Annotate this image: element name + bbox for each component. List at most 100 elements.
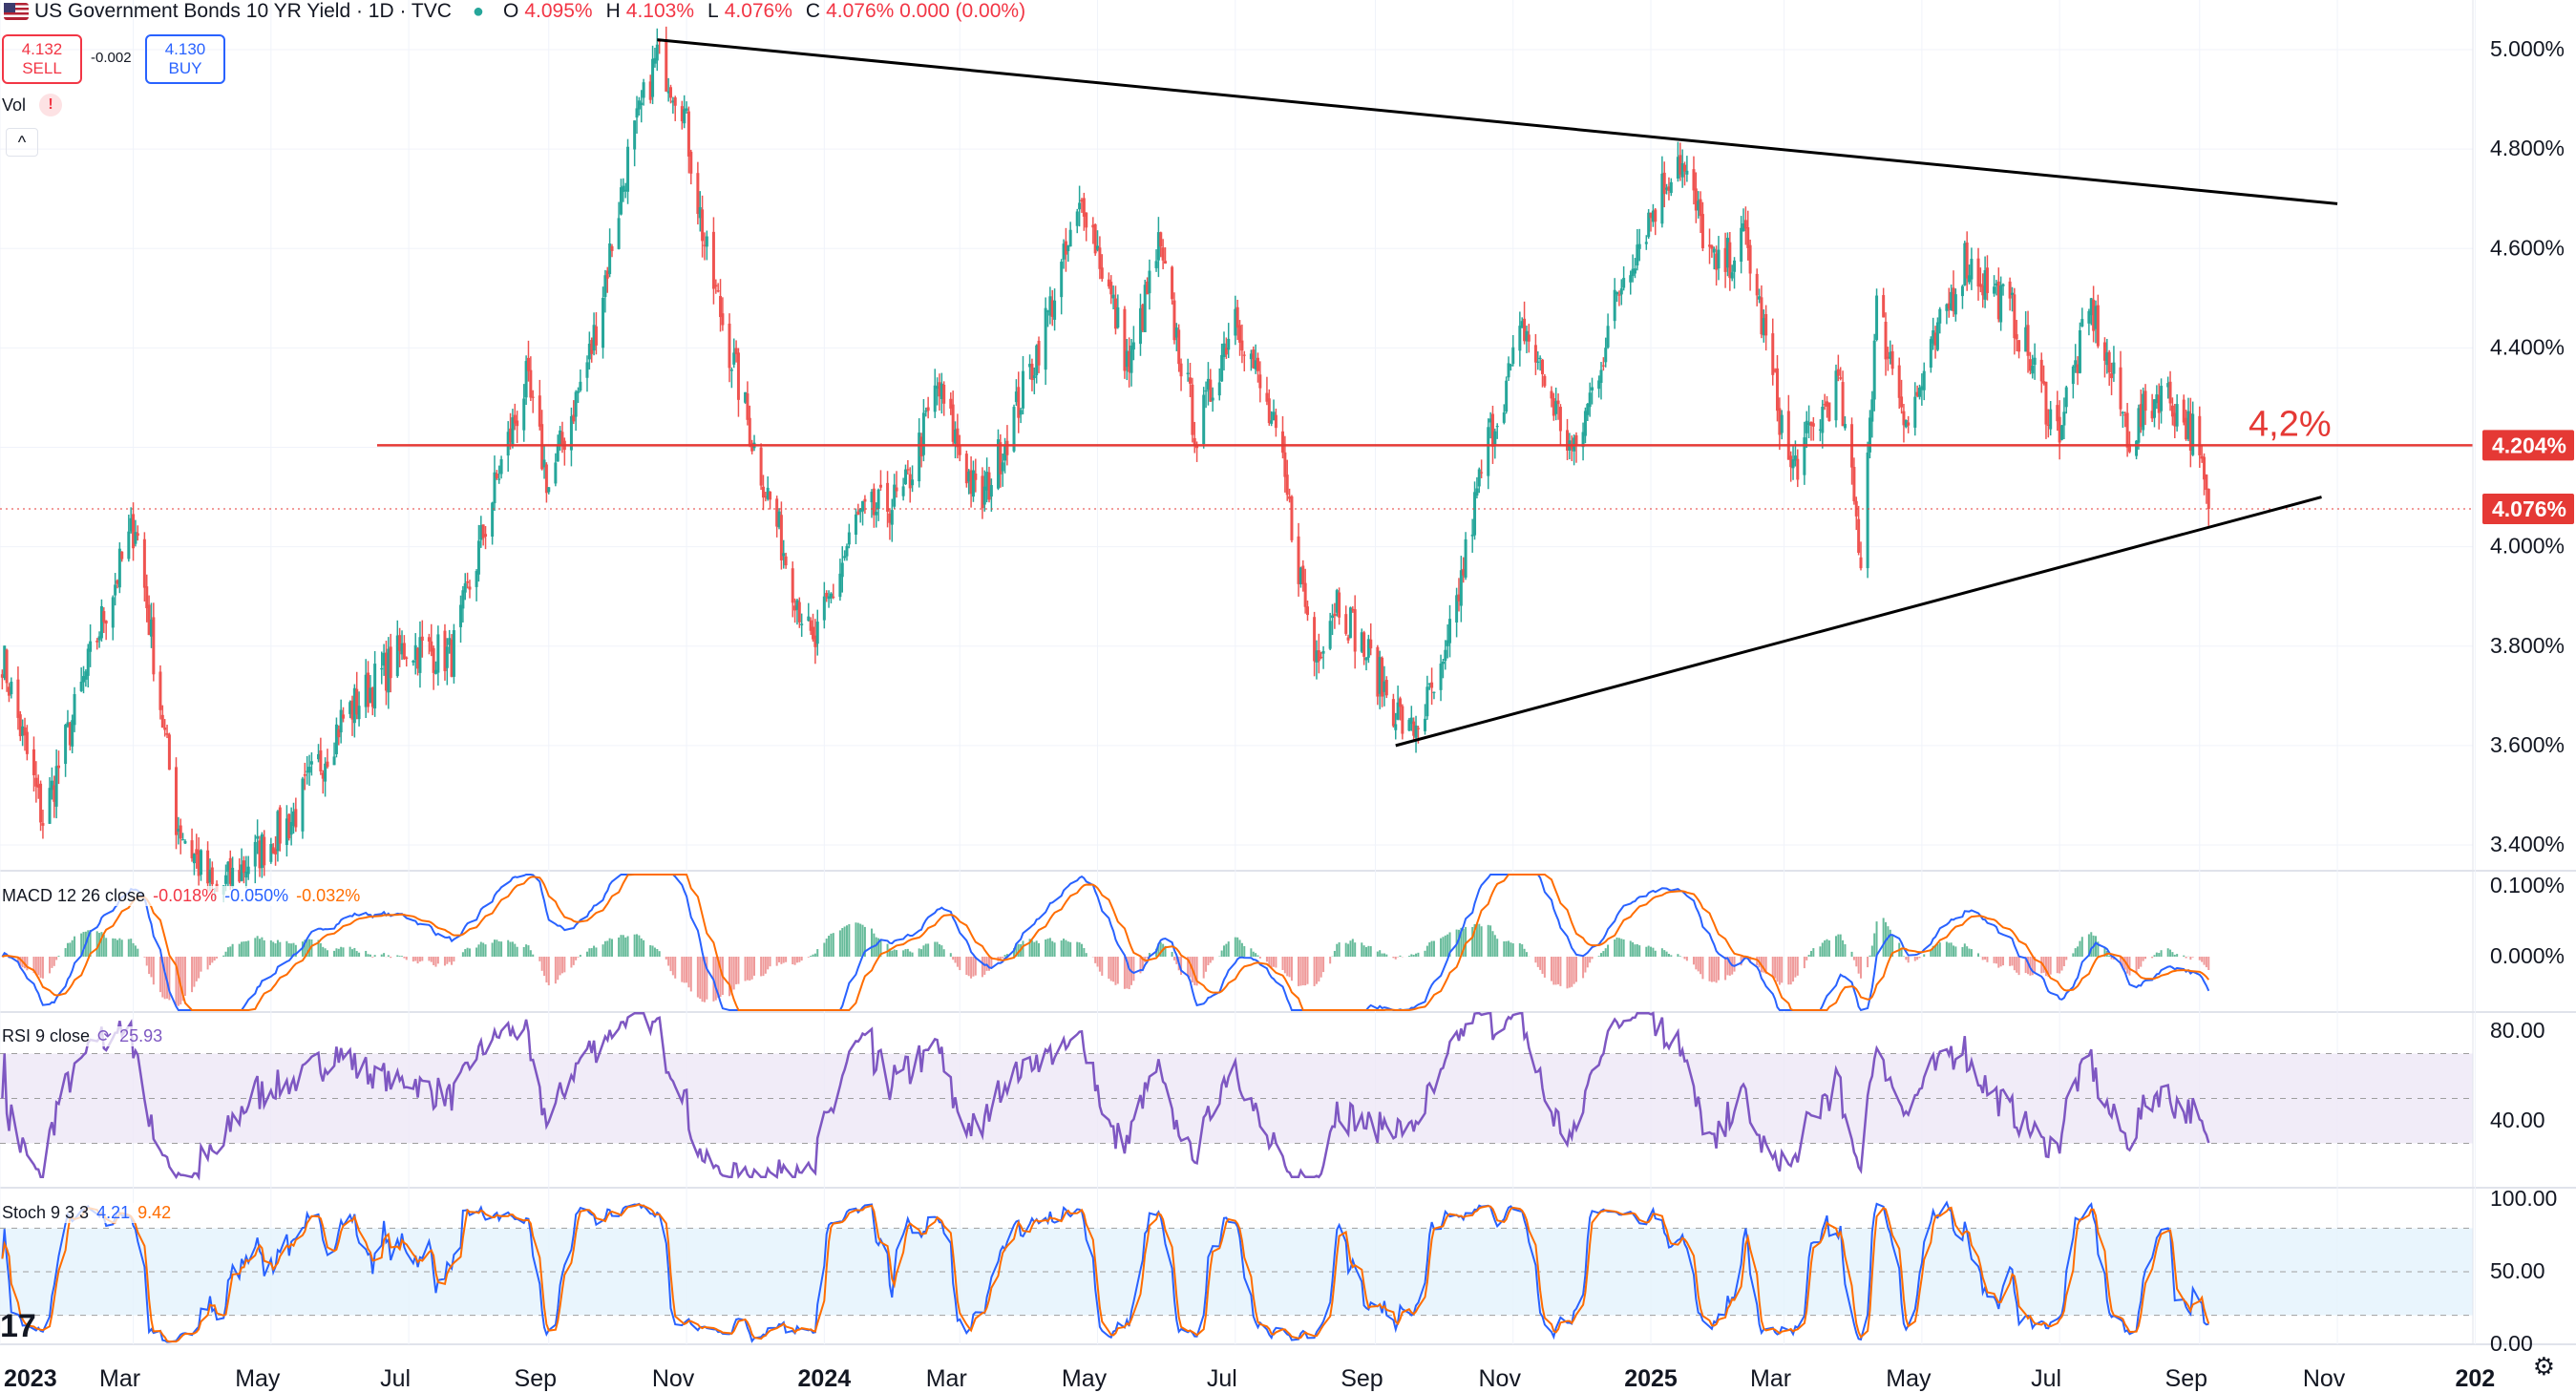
candle-body [531, 396, 535, 398]
time-tick-label: Jul [1207, 1365, 1237, 1392]
candle-body [1487, 427, 1490, 476]
candle-body [1952, 287, 1955, 311]
candle-body [1401, 706, 1404, 734]
candle-body [1932, 330, 1935, 344]
candle-body [1242, 354, 1246, 356]
candle-body [301, 778, 305, 832]
price-tick-label: 5.000% [2490, 36, 2565, 61]
candle-body [436, 634, 440, 673]
candle-body [671, 100, 675, 103]
candle-body [450, 639, 454, 677]
candle-body [1502, 412, 1506, 423]
macd-legend[interactable]: MACD 12 26 close -0.018% -0.050% -0.032% [2, 886, 361, 906]
candle-body [2112, 362, 2116, 374]
time-tick-label: 2023 [4, 1365, 57, 1392]
stoch-legend[interactable]: Stoch 9 3 3 4.21 9.42 [2, 1203, 172, 1223]
candle-body [1604, 348, 1608, 363]
candle-body [542, 459, 546, 468]
candle-body [491, 502, 495, 538]
time-tick-label: 2024 [798, 1365, 852, 1392]
candle-body [484, 534, 488, 537]
candle-body [1834, 370, 1838, 421]
candle-body [655, 44, 659, 61]
candle-body [342, 714, 346, 719]
candle-body [1697, 201, 1700, 211]
macd-line-value: -0.050% [224, 886, 289, 905]
candle-body [1360, 632, 1363, 652]
candle-body [1060, 262, 1064, 298]
candle-body [1786, 411, 1790, 460]
candle-body [989, 485, 993, 497]
candle-body [459, 604, 463, 627]
candle-body [2160, 386, 2164, 412]
upper-trendline [657, 38, 2338, 205]
candle-body [775, 498, 779, 527]
chevron-up-icon[interactable]: ^ [6, 128, 38, 157]
candle-body [2105, 352, 2109, 366]
candle-body [2092, 299, 2096, 331]
sell-button[interactable]: 4.132 SELL [2, 34, 82, 84]
candle-body [1667, 186, 1671, 191]
macd-line [1, 874, 2210, 1012]
candle-body [863, 498, 867, 502]
candle-body [759, 447, 763, 486]
gear-icon[interactable]: ⚙ [2532, 1352, 2555, 1381]
candle-body [1191, 384, 1194, 435]
tradingview-logo[interactable]: 17 [0, 1308, 36, 1344]
candle-body [317, 753, 321, 760]
candle-body [1996, 281, 2000, 320]
warning-icon[interactable]: ! [39, 94, 63, 116]
rsi-legend[interactable]: RSI 9 close ⟳ 25.93 [2, 1026, 163, 1046]
candle-body [306, 770, 309, 772]
candle-body [1601, 365, 1605, 367]
candle-body [513, 414, 517, 424]
candle-body [1525, 330, 1529, 342]
candle-body [1171, 266, 1174, 300]
candle-body [1929, 339, 1932, 369]
candle-body [1100, 267, 1104, 279]
candle-body [648, 81, 652, 100]
time-tick-label: 2025 [1624, 1365, 1678, 1392]
candle-body [1746, 227, 1750, 248]
symbol-title[interactable]: US Government Bonds 10 YR Yield · 1D · T… [34, 0, 452, 22]
candle-body [1068, 229, 1072, 247]
buy-button[interactable]: 4.130 BUY [145, 34, 225, 84]
candle-body [357, 706, 361, 720]
candle-body [942, 384, 946, 404]
candle-body [705, 236, 708, 247]
candle-body [53, 785, 56, 802]
candle-body [420, 636, 424, 641]
candle-body [1890, 350, 1894, 369]
candle-body [2102, 342, 2106, 361]
candle-body [285, 818, 288, 846]
candle-body [1823, 404, 1826, 406]
candle-body [1538, 357, 1542, 360]
candle-body [1728, 242, 1732, 279]
candle-body [807, 616, 811, 622]
candle-body [1520, 321, 1524, 328]
candle-body [1518, 326, 1522, 351]
refresh-icon[interactable]: ⟳ [97, 1026, 113, 1045]
candle-body [405, 657, 409, 659]
candle-body [274, 849, 278, 855]
price-tick-label: 3.600% [2490, 732, 2565, 757]
candle-body [1550, 390, 1553, 399]
candle-body [1146, 281, 1150, 295]
macd-panel: 0.100% 0.000% [1, 873, 2565, 1012]
candle-body [640, 102, 644, 105]
candle-body [1976, 258, 1980, 287]
candle-body [526, 357, 530, 371]
candle-body [1111, 294, 1115, 299]
candle-body [269, 844, 273, 862]
price-tick-label: 4.000% [2490, 534, 2565, 559]
candle-body [1717, 249, 1721, 269]
candle-body [111, 597, 115, 628]
candle-body [949, 398, 953, 409]
candle-body [815, 622, 819, 644]
candle-body [1462, 568, 1466, 576]
candle-body [256, 835, 260, 839]
volume-legend[interactable]: Vol ! [2, 94, 63, 116]
candle-body [1409, 717, 1413, 725]
market-status-icon[interactable]: ● [472, 0, 485, 22]
